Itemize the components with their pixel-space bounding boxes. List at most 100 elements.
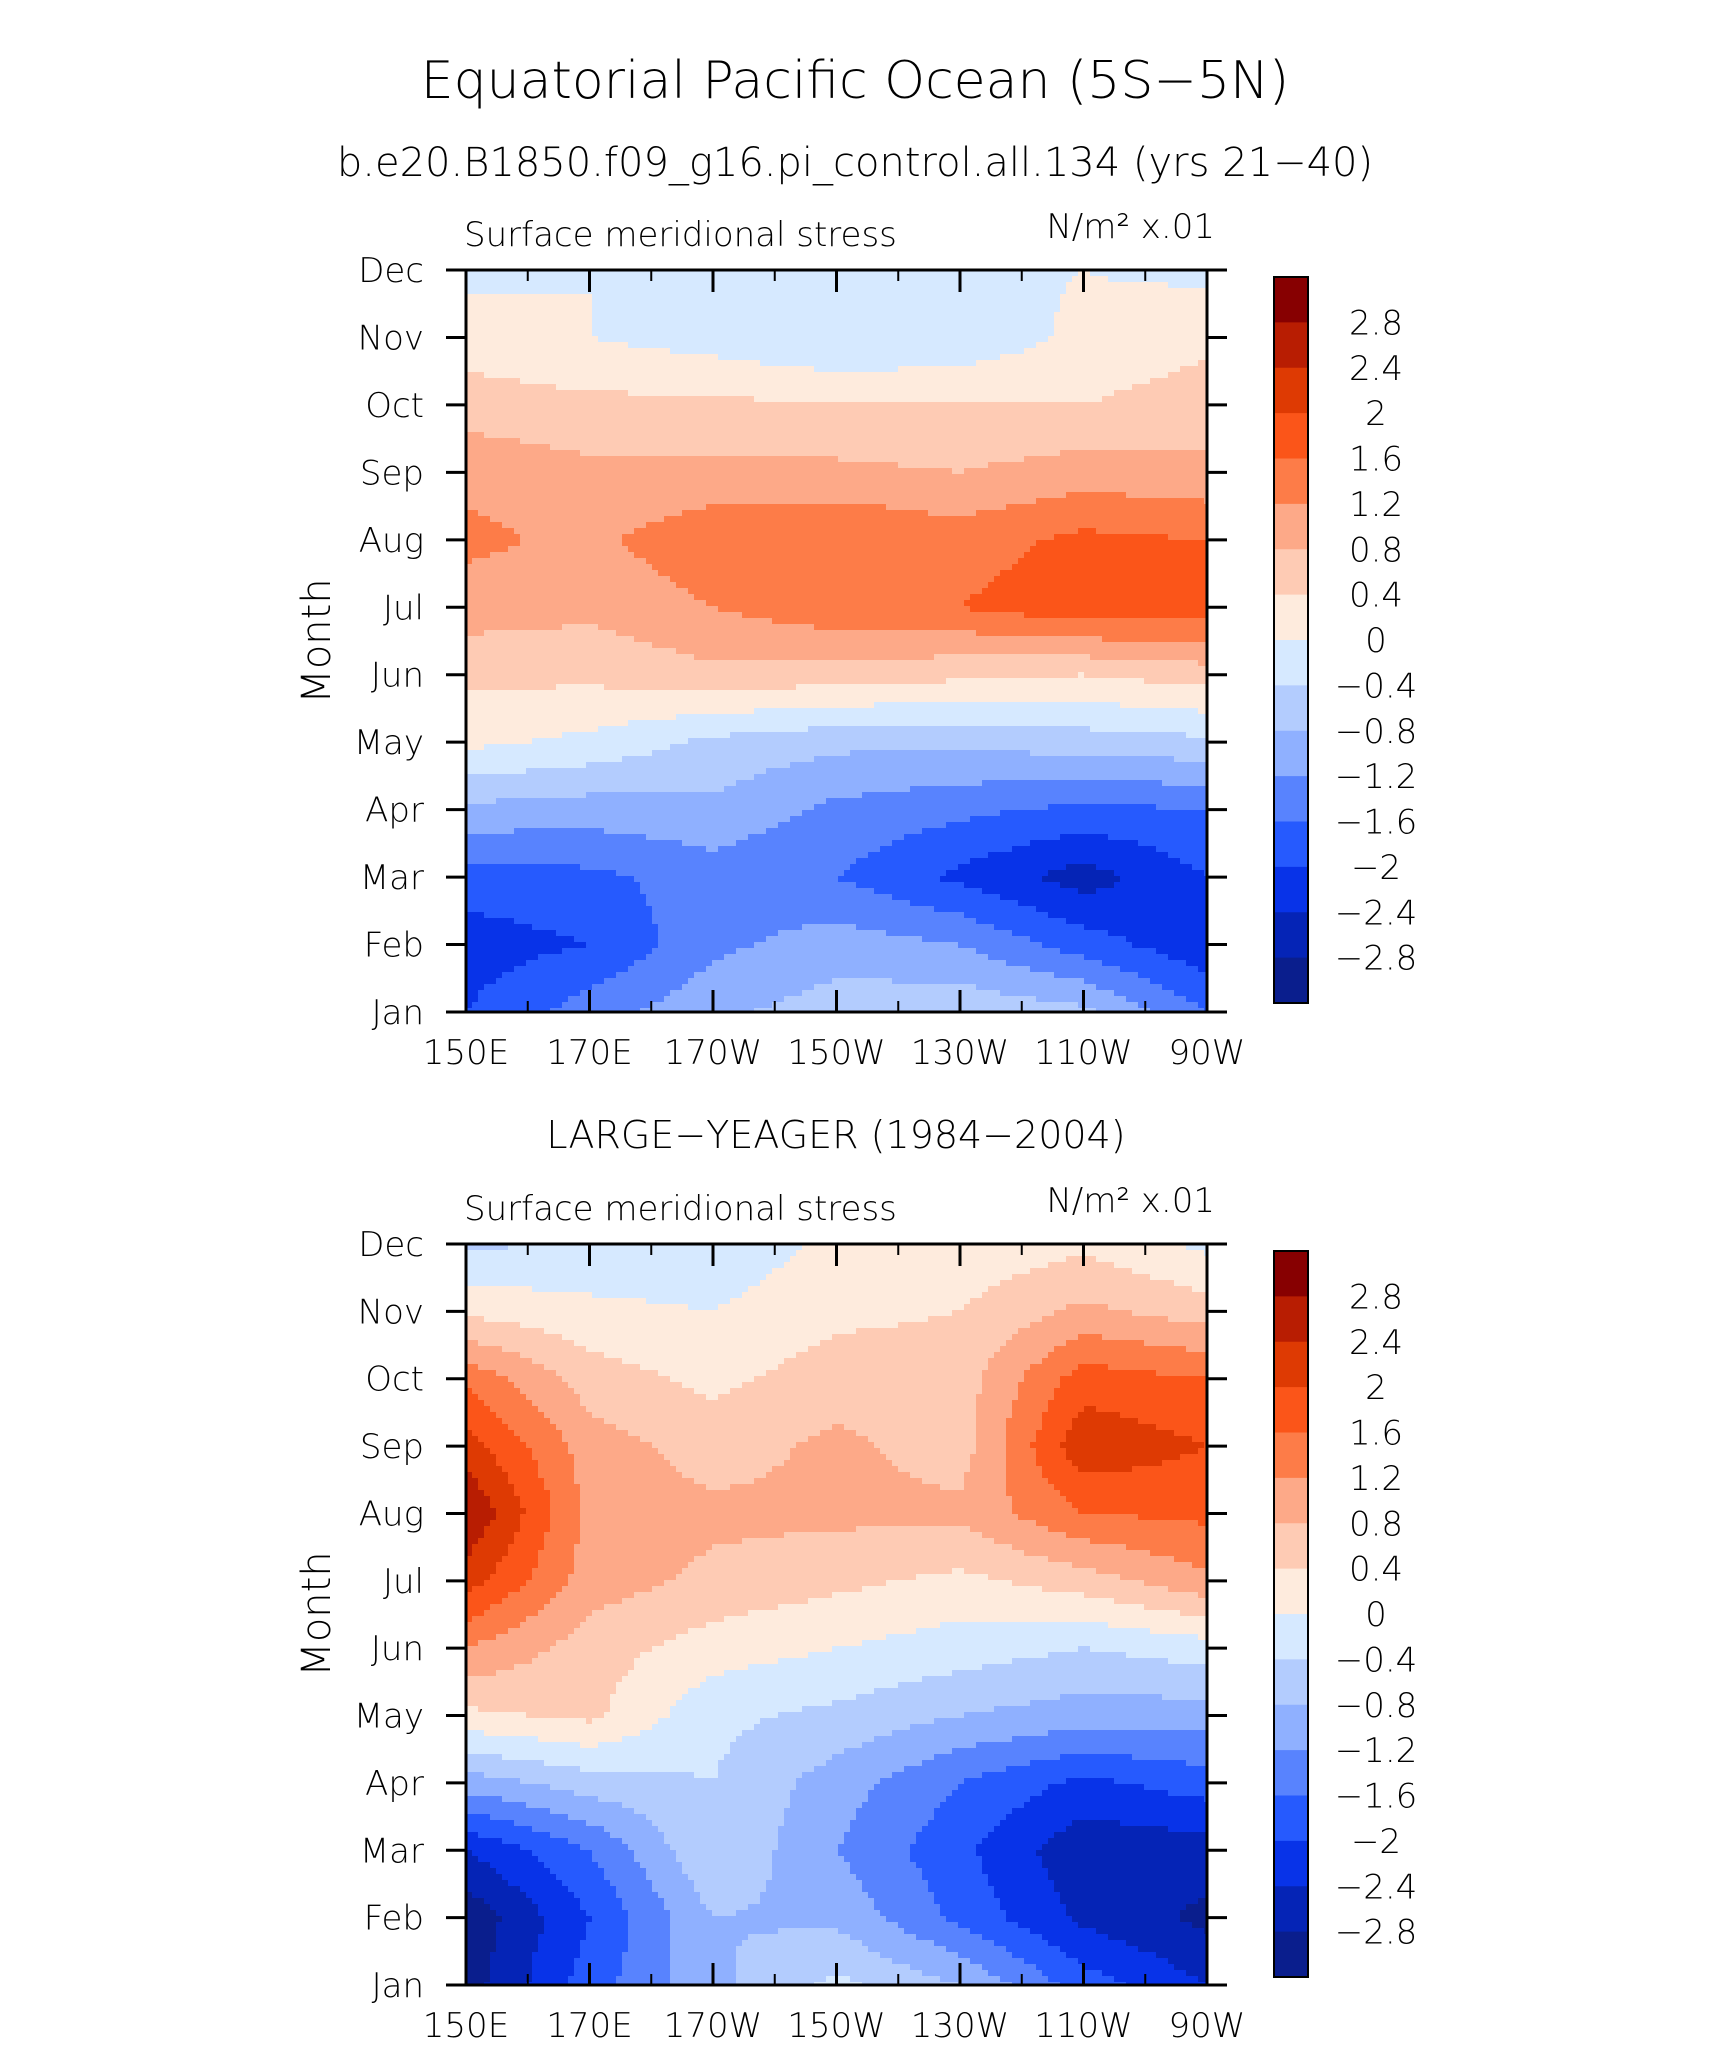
- field-cell: [640, 486, 647, 493]
- field-cell: [1108, 432, 1115, 439]
- field-cell: [502, 498, 509, 505]
- field-cell: [532, 360, 539, 367]
- field-cell: [634, 444, 641, 451]
- field-cell: [664, 462, 671, 469]
- field-cell: [502, 402, 509, 409]
- field-cell: [1000, 426, 1007, 433]
- field-cell: [958, 444, 965, 451]
- field-cell: [640, 480, 647, 487]
- field-cell: [472, 318, 479, 325]
- field-cell: [562, 480, 569, 487]
- field-cell: [910, 300, 917, 307]
- field-cell: [1174, 306, 1181, 313]
- field-cell: [796, 504, 803, 511]
- field-cell: [772, 384, 779, 391]
- field-cell: [526, 480, 533, 487]
- field-cell: [634, 420, 641, 427]
- field-cell: [1066, 318, 1073, 325]
- field-cell: [730, 282, 737, 289]
- field-cell: [970, 480, 977, 487]
- field-cell: [994, 330, 1001, 337]
- field-cell: [1090, 426, 1097, 433]
- field-cell: [1096, 480, 1103, 487]
- field-cell: [628, 312, 635, 319]
- field-cell: [538, 450, 545, 457]
- field-cell: [790, 336, 797, 343]
- field-cell: [820, 396, 827, 403]
- field-cell: [508, 312, 515, 319]
- field-cell: [490, 360, 497, 367]
- field-cell: [922, 336, 929, 343]
- field-cell: [994, 390, 1001, 397]
- field-cell: [934, 300, 941, 307]
- field-cell: [742, 366, 749, 373]
- field-cell: [508, 390, 515, 397]
- field-cell: [694, 294, 701, 301]
- field-cell: [946, 480, 953, 487]
- field-cell: [988, 270, 995, 277]
- field-cell: [850, 504, 857, 511]
- field-cell: [574, 504, 581, 511]
- field-cell: [1138, 450, 1145, 457]
- field-cell: [742, 360, 749, 367]
- field-cell: [1186, 474, 1193, 481]
- field-cell: [634, 384, 641, 391]
- field-cell: [964, 282, 971, 289]
- field-cell: [1162, 312, 1169, 319]
- field-cell: [688, 282, 695, 289]
- field-cell: [688, 390, 695, 397]
- field-cell: [1048, 396, 1055, 403]
- field-cell: [670, 432, 677, 439]
- field-cell: [1144, 288, 1151, 295]
- field-cell: [544, 444, 551, 451]
- field-cell: [1060, 498, 1067, 505]
- field-cell: [970, 396, 977, 403]
- field-cell: [736, 390, 743, 397]
- field-cell: [676, 498, 683, 505]
- field-cell: [820, 312, 827, 319]
- field-cell: [970, 408, 977, 415]
- field-cell: [1144, 324, 1151, 331]
- field-cell: [616, 348, 623, 355]
- field-cell: [664, 336, 671, 343]
- field-cell: [670, 480, 677, 487]
- field-cell: [1072, 300, 1079, 307]
- field-cell: [676, 450, 683, 457]
- field-cell: [772, 324, 779, 331]
- field-cell: [784, 366, 791, 373]
- field-cell: [934, 504, 941, 511]
- field-cell: [820, 480, 827, 487]
- field-cell: [916, 378, 923, 385]
- field-cell: [886, 354, 893, 361]
- field-cell: [1096, 390, 1103, 397]
- field-cell: [604, 318, 611, 325]
- field-cell: [856, 396, 863, 403]
- field-cell: [1186, 498, 1193, 505]
- field-cell: [1198, 318, 1205, 325]
- field-cell: [952, 492, 959, 499]
- field-cell: [1000, 366, 1007, 373]
- field-cell: [718, 390, 725, 397]
- field-cell: [742, 492, 749, 499]
- field-cell: [742, 474, 749, 481]
- field-cell: [484, 480, 491, 487]
- field-cell: [520, 336, 527, 343]
- field-cell: [790, 396, 797, 403]
- field-cell: [526, 402, 533, 409]
- field-cell: [856, 366, 863, 373]
- field-cell: [1036, 480, 1043, 487]
- field-cell: [1198, 468, 1205, 475]
- field-cell: [586, 456, 593, 463]
- field-cell: [952, 300, 959, 307]
- field-cell: [604, 312, 611, 319]
- field-cell: [634, 432, 641, 439]
- field-cell: [568, 486, 575, 493]
- field-cell: [1132, 402, 1139, 409]
- field-cell: [754, 402, 761, 409]
- field-cell: [1132, 408, 1139, 415]
- field-cell: [508, 432, 515, 439]
- field-cell: [976, 420, 983, 427]
- field-cell: [640, 474, 647, 481]
- field-cell: [700, 372, 707, 379]
- field-cell: [1144, 450, 1151, 457]
